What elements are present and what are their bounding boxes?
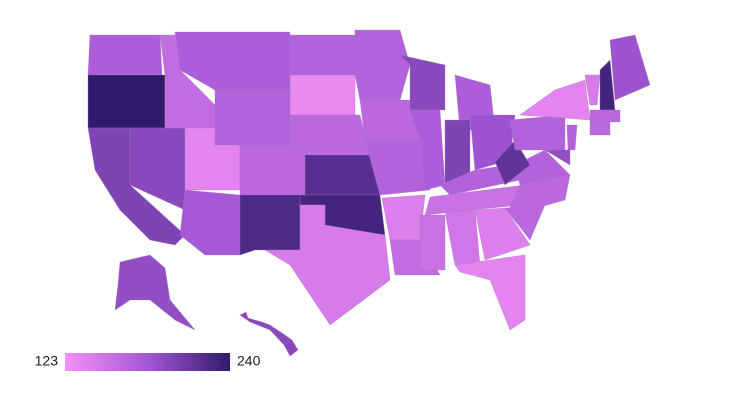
state[interactable] [214,89,291,146]
state[interactable] [114,254,196,331]
state[interactable] [263,204,391,326]
state[interactable] [494,139,531,186]
state[interactable] [514,149,571,186]
state[interactable] [289,74,356,116]
state[interactable] [239,311,299,357]
state[interactable] [419,214,446,271]
state[interactable] [87,34,163,76]
state[interactable] [474,207,531,261]
state[interactable] [454,254,526,331]
state[interactable] [364,139,431,196]
state[interactable] [543,149,571,166]
state[interactable] [584,74,601,106]
state[interactable] [239,144,306,196]
state[interactable] [87,74,166,129]
state[interactable] [289,34,356,76]
state[interactable] [381,194,426,241]
state[interactable] [409,109,446,191]
state[interactable] [589,121,611,136]
state[interactable] [444,209,481,266]
colorbar-min-label: 123 [35,353,59,369]
state[interactable] [589,109,621,123]
state[interactable] [566,124,578,151]
colorbar-max-label: 240 [237,353,261,369]
state[interactable] [304,154,381,196]
states [87,29,651,357]
state[interactable] [174,31,291,91]
colorbar [65,353,230,371]
state[interactable] [509,114,566,151]
state[interactable] [519,79,591,121]
state[interactable] [609,34,651,101]
state[interactable] [354,29,411,101]
state[interactable] [239,194,301,256]
state[interactable] [179,189,241,256]
